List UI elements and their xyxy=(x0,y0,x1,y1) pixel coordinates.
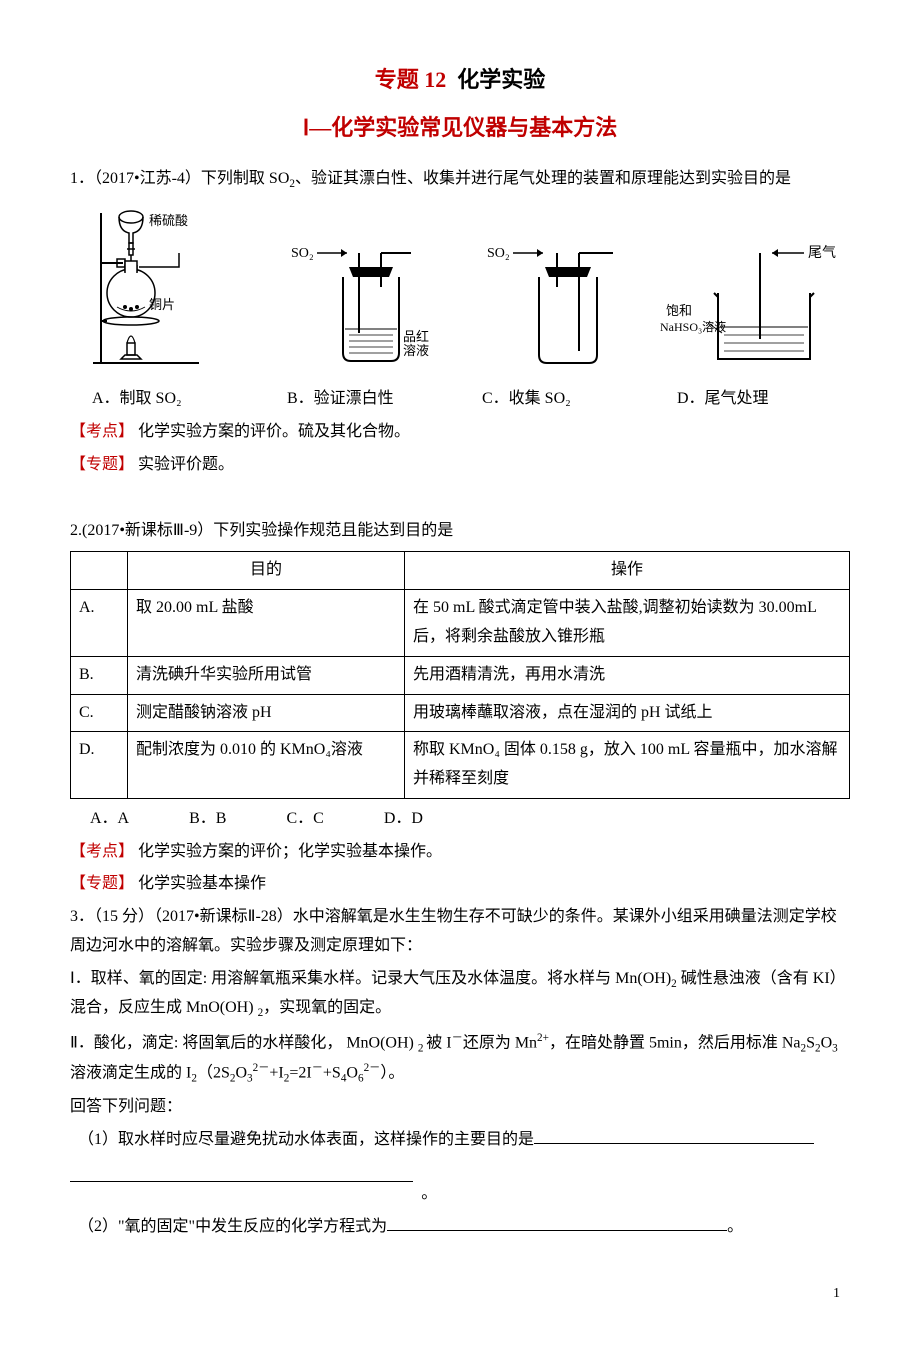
svg-text:品红: 品红 xyxy=(403,329,429,344)
q1-opt-c: C．收集 SO₂ xyxy=(460,385,655,414)
diagram-b: SO₂ 品红 溶液 xyxy=(267,243,456,384)
subtitle: Ⅰ—化学实验常见仪器与基本方法 xyxy=(70,108,850,148)
q1-diagrams: 稀硫酸 铜片 xyxy=(70,203,850,384)
q1-kaodian: 【考点】 化学实验方案的评价。硫及其化合物。 xyxy=(70,418,850,447)
q1-options: A．制取 SO₂ B．验证漂白性 C．收集 SO₂ D．尾气处理 xyxy=(70,385,850,414)
blank-fill[interactable] xyxy=(534,1127,814,1144)
q3-sub1: （1）取水样时应尽量避免扰动水体表面，这样操作的主要目的是 xyxy=(70,1126,850,1155)
table-row: C. 测定醋酸钠溶液 pH 用玻璃棒蘸取溶液，点在湿润的 pH 试纸上 xyxy=(71,694,850,732)
diagram-c: SO₂ xyxy=(463,243,652,384)
q2-kaodian: 【考点】 化学实验方案的评价；化学实验基本操作。 xyxy=(70,838,850,867)
q3-step2: Ⅱ．酸化，滴定: 将固氧后的水样酸化， MnO(OH) 2 被 I－还原为 Mn… xyxy=(70,1028,850,1089)
blank-line-cont[interactable] xyxy=(70,1159,413,1182)
q1-stem-a: 1．（2017•江苏-4）下列制取 SO xyxy=(70,170,289,187)
q1-opt-a: A．制取 SO₂ xyxy=(70,385,265,414)
topic-name: 化学实验 xyxy=(457,67,545,92)
q2-stem: 2.(2017•新课标Ⅲ-9）下列实验操作规范且能达到目的是 xyxy=(70,517,850,546)
q3-step1: Ⅰ．取样、氧的固定: 用溶解氧瓶采集水样。记录大气压及水体温度。将水样与 Mn(… xyxy=(70,965,850,1024)
page-number: 1 xyxy=(70,1281,850,1306)
q1-zhuanti: 【专题】 实验评价题。 xyxy=(70,451,850,480)
th-blank xyxy=(71,552,128,590)
q3-sub2: （2）"氧的固定"中发生反应的化学方程式为。 xyxy=(70,1213,850,1242)
q1-opt-b: B．验证漂白性 xyxy=(265,385,460,414)
q2-table: 目的 操作 A. 取 20.00 mL 盐酸 在 50 mL 酸式滴定管中装入盐… xyxy=(70,551,850,799)
th-purpose: 目的 xyxy=(128,552,405,590)
q2-opt-d: D．D xyxy=(384,805,423,834)
svg-text:稀硫酸: 稀硫酸 xyxy=(149,213,188,228)
topic-label: 专题 12 xyxy=(375,67,447,92)
so2-label: SO₂ xyxy=(291,246,314,261)
svg-text:SO₂: SO₂ xyxy=(487,246,510,261)
svg-text:溶液: 溶液 xyxy=(403,343,429,358)
title-main: 专题 12 化学实验 xyxy=(70,60,850,100)
table-row: D. 配制浓度为 0.010 的 KMnO₄溶液 称取 KMnO₄ 固体 0.1… xyxy=(71,732,850,799)
svg-text:饱和: 饱和 xyxy=(666,303,692,318)
blank-fill-2[interactable] xyxy=(387,1214,727,1231)
q3-answer-label: 回答下列问题： xyxy=(70,1093,850,1122)
table-row: B. 清洗碘升华实验所用试管 先用酒精清洗，再用水清洗 xyxy=(71,656,850,694)
th-operation: 操作 xyxy=(405,552,850,590)
q2-opt-c: C．C xyxy=(286,805,323,834)
q2-opt-b: B．B xyxy=(189,805,226,834)
q1-stem: 1．（2017•江苏-4）下列制取 SO2、验证其漂白性、收集并进行尾气处理的装… xyxy=(70,165,850,194)
svg-text:铜片: 铜片 xyxy=(149,297,175,312)
q3-stem: 3．（15 分）（2017•新课标Ⅱ-28）水中溶解氧是水生生物生存不可缺少的条… xyxy=(70,903,850,961)
table-row: A. 取 20.00 mL 盐酸 在 50 mL 酸式滴定管中装入盐酸,调整初始… xyxy=(71,590,850,657)
q2-inline-options: A．A B．B C．C D．D xyxy=(70,805,850,834)
diagram-d: 尾气 饱和 NaHSO₃溶液 xyxy=(660,243,850,384)
q2-zhuanti: 【专题】 化学实验基本操作 xyxy=(70,870,850,899)
diagram-a: 稀硫酸 铜片 xyxy=(70,203,259,384)
svg-text:尾气: 尾气 xyxy=(808,245,836,261)
q1-opt-d: D．尾气处理 xyxy=(655,385,850,414)
q1-stem-b: 、验证其漂白性、收集并进行尾气处理的装置和原理能达到实验目的是 xyxy=(295,170,791,187)
svg-text:NaHSO₃溶液: NaHSO₃溶液 xyxy=(660,319,726,334)
q2-opt-a: A．A xyxy=(90,805,129,834)
